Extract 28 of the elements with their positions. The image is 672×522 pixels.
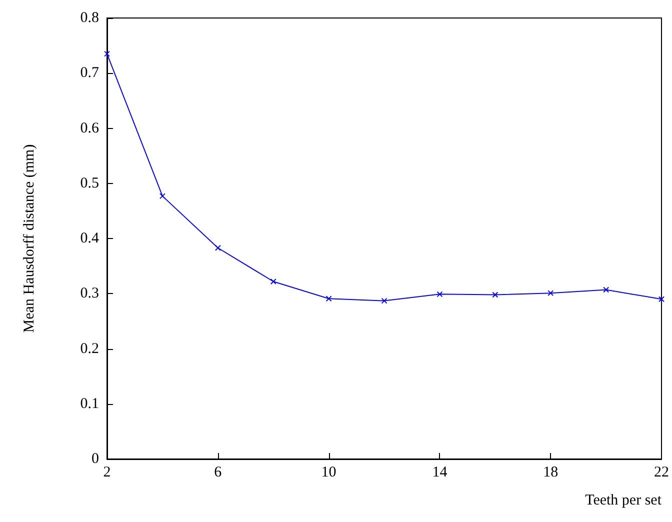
point bbox=[159, 193, 166, 200]
x-tick-label: 22 bbox=[654, 464, 669, 480]
y-tick-label: 0.4 bbox=[80, 230, 100, 246]
y-tick-label: 0.2 bbox=[80, 340, 99, 357]
point bbox=[548, 290, 554, 296]
x-tick-label: 6 bbox=[214, 464, 222, 480]
x-tick-label: 18 bbox=[543, 464, 558, 480]
y-tick-label: 0.6 bbox=[80, 120, 100, 136]
y-tick-label: 0.1 bbox=[80, 396, 99, 412]
point bbox=[104, 50, 110, 57]
point bbox=[381, 298, 388, 304]
x-tick-label: 10 bbox=[321, 464, 336, 480]
y-tick-label: 0.3 bbox=[80, 286, 99, 302]
y-axis-title: Mean Hausdorff distance (mm) bbox=[22, 144, 38, 333]
x-tick-label: 14 bbox=[432, 464, 448, 480]
point bbox=[436, 291, 443, 298]
point bbox=[658, 296, 664, 302]
point bbox=[326, 296, 332, 302]
y-tick-label: 0.5 bbox=[80, 175, 99, 192]
y-tick-label: 0.8 bbox=[80, 10, 99, 26]
y-tick-label: 0 bbox=[92, 451, 99, 467]
point bbox=[270, 278, 276, 284]
point bbox=[492, 292, 498, 298]
y-tick-label: 0.7 bbox=[80, 65, 100, 82]
point bbox=[603, 286, 610, 293]
point bbox=[214, 244, 221, 251]
x-axis-title: Teeth per set bbox=[585, 492, 662, 508]
x-tick-label: 2 bbox=[103, 464, 111, 480]
